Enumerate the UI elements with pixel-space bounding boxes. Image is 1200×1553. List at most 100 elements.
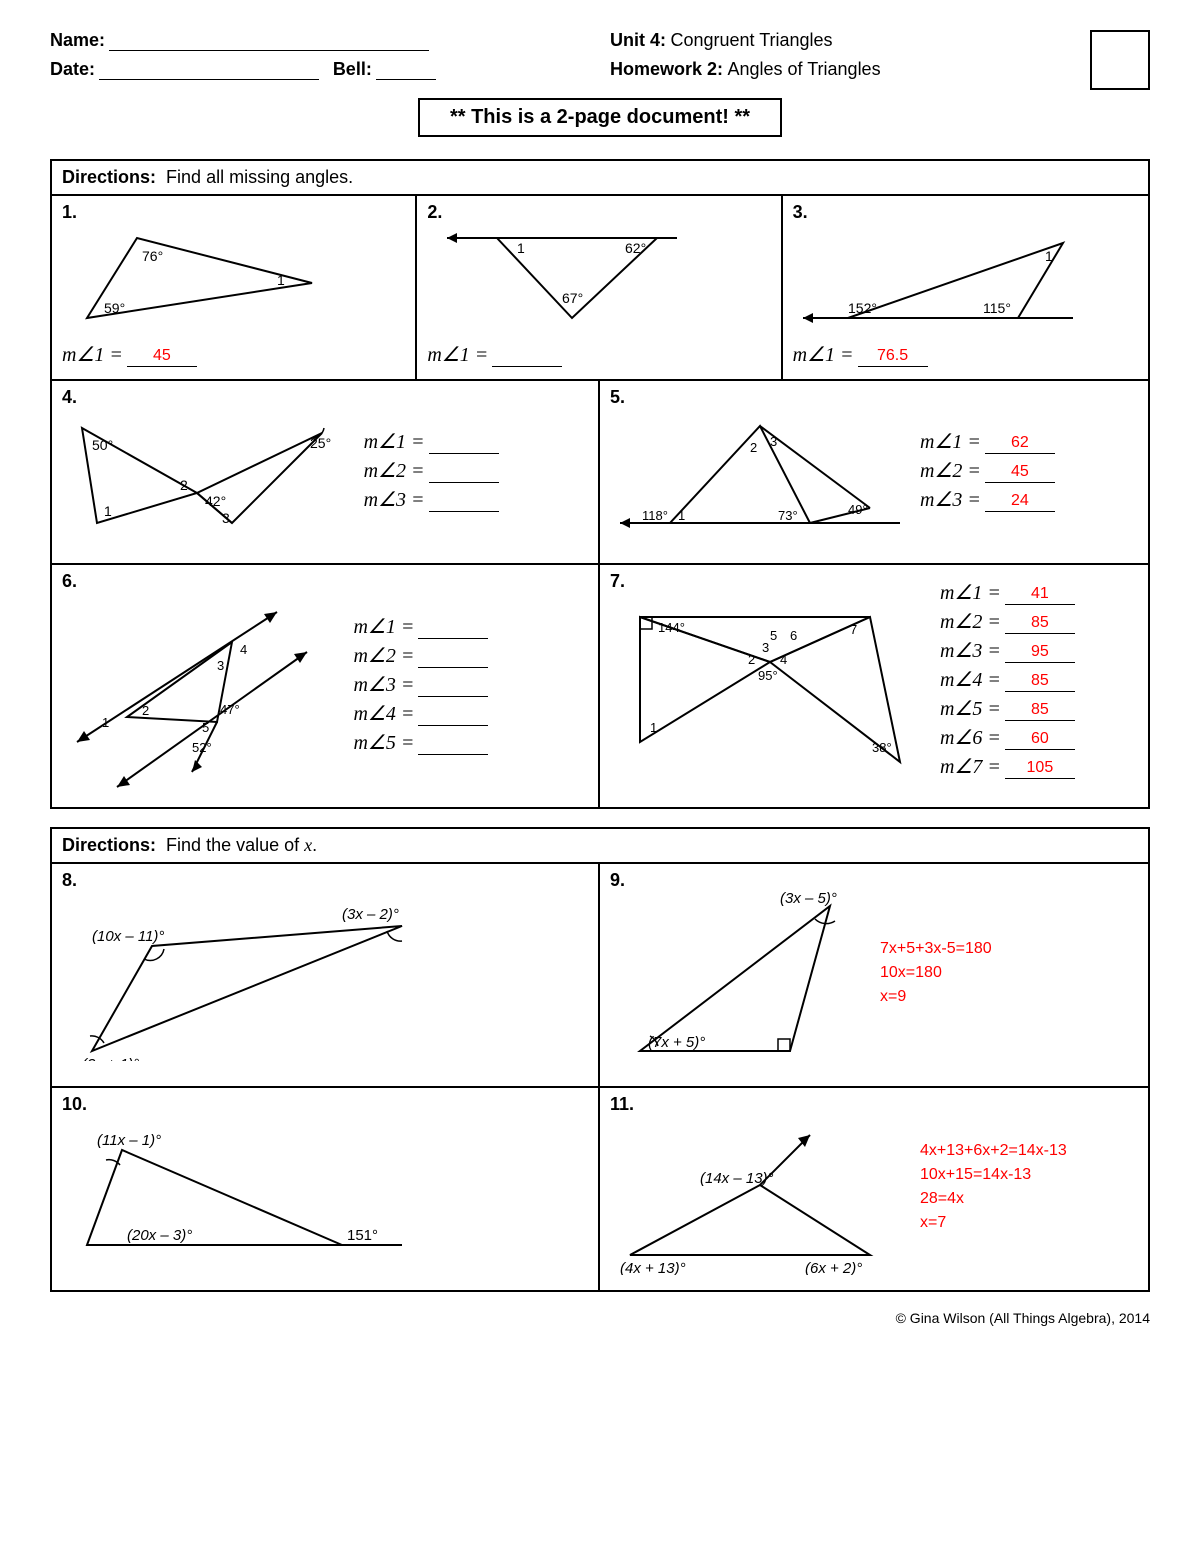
p9-work: 7x+5+3x-5=180 10x=180 x=9 [880, 870, 1138, 1076]
p7-a3l: m∠3 = [940, 638, 1001, 663]
svg-text:151°: 151° [347, 1227, 378, 1244]
hw-label: Homework 2: [610, 59, 723, 79]
svg-text:4: 4 [780, 652, 787, 667]
p8-num: 8. [62, 870, 588, 891]
svg-text:3: 3 [217, 658, 224, 673]
svg-text:(3x + 1)°: (3x + 1)° [82, 1056, 139, 1061]
svg-text:115°: 115° [983, 300, 1011, 316]
p5-a1l: m∠1 = [920, 429, 981, 454]
p9-work-2: x=9 [880, 985, 1138, 1009]
svg-text:3: 3 [770, 434, 777, 449]
name-blank[interactable] [109, 33, 429, 51]
p7-a6[interactable]: 60 [1005, 730, 1075, 750]
p9-work-0: 7x+5+3x-5=180 [880, 937, 1138, 961]
p6-a1[interactable] [418, 637, 488, 639]
svg-text:1: 1 [517, 240, 525, 256]
p5-a3[interactable]: 24 [985, 492, 1055, 512]
svg-text:2: 2 [750, 440, 757, 455]
p7-a1l: m∠1 = [940, 580, 1001, 605]
page-notice: ** This is a 2-page document! ** [418, 98, 782, 137]
problem-5: 5. 118° 1 73° 2 3 49° [600, 381, 1148, 565]
p4-diagram: 50° 25° 1 2 42° 3 [62, 408, 342, 548]
p11-work-2: 28=4x [920, 1187, 1138, 1211]
svg-text:1: 1 [277, 272, 285, 288]
p1-ans[interactable]: 45 [127, 347, 197, 367]
directions-2-text-pre: Find the value of [166, 835, 304, 855]
svg-text:1: 1 [1045, 248, 1053, 264]
p11-work-1: 10x+15=14x-13 [920, 1163, 1138, 1187]
p7-a1[interactable]: 41 [1005, 585, 1075, 605]
p4-a1l: m∠1 = [364, 429, 425, 454]
p4-a3l: m∠3 = [364, 487, 425, 512]
p7-a4l: m∠4 = [940, 667, 1001, 692]
p10-num: 10. [62, 1094, 588, 1115]
footer-copyright: © Gina Wilson (All Things Algebra), 2014 [50, 1310, 1150, 1326]
directions-2: Directions: Find the value of x. [52, 829, 1148, 864]
svg-text:62°: 62° [625, 240, 646, 256]
svg-text:73°: 73° [778, 508, 798, 523]
p7-diagram: 144° 1 2 3 4 5 6 7 95° 38° [610, 592, 930, 782]
p4-a2[interactable] [429, 481, 499, 483]
svg-text:144°: 144° [658, 620, 685, 635]
svg-text:3: 3 [222, 510, 230, 526]
svg-text:(7x + 5)°: (7x + 5)° [648, 1034, 705, 1051]
p11-diagram: (14x – 13)° (4x + 13)° (6x + 2)° [610, 1115, 910, 1275]
svg-text:(10x – 11)°: (10x – 11)° [92, 928, 164, 945]
p2-diagram: 1 62° 67° [427, 223, 687, 333]
svg-text:1: 1 [650, 720, 657, 735]
svg-text:(20x – 3)°: (20x – 3)° [127, 1227, 192, 1244]
svg-text:59°: 59° [104, 300, 125, 316]
problem-7: 7. 144° 1 2 3 4 5 6 7 95° [600, 565, 1148, 807]
p8-diagram: (10x – 11)° (3x – 2)° (3x + 1)° [62, 891, 462, 1061]
p6-a4l: m∠4 = [353, 701, 414, 726]
svg-text:(3x – 5)°: (3x – 5)° [780, 891, 837, 907]
svg-text:(11x – 1)°: (11x – 1)° [97, 1132, 161, 1149]
svg-text:2: 2 [180, 477, 188, 493]
problem-11: 11. (14x – 13)° (4x + 13)° (6x + 2)° 4x+… [600, 1088, 1148, 1290]
p7-a7l: m∠7 = [940, 754, 1001, 779]
date-blank[interactable] [99, 62, 319, 80]
p2-ans[interactable] [492, 365, 562, 367]
svg-text:67°: 67° [562, 290, 583, 306]
problem-8: 8. (10x – 11)° (3x – 2)° (3x + 1)° [52, 864, 600, 1088]
directions-2-var: x [304, 835, 312, 855]
svg-text:1: 1 [104, 503, 112, 519]
problem-3: 3. 1 152° 115° m∠1 = 76.5 [783, 196, 1148, 381]
p11-work-0: 4x+13+6x+2=14x-13 [920, 1139, 1138, 1163]
bell-blank[interactable] [376, 62, 436, 80]
p4-a1[interactable] [429, 452, 499, 454]
svg-text:(6x + 2)°: (6x + 2)° [805, 1260, 862, 1275]
p7-a4[interactable]: 85 [1005, 672, 1075, 692]
p7-a3[interactable]: 95 [1005, 643, 1075, 663]
svg-text:7: 7 [850, 622, 857, 637]
svg-text:(4x + 13)°: (4x + 13)° [620, 1260, 686, 1275]
svg-text:42°: 42° [205, 493, 226, 509]
svg-text:76°: 76° [142, 248, 163, 264]
p4-a3[interactable] [429, 510, 499, 512]
p6-num: 6. [62, 571, 343, 592]
p3-num: 3. [793, 202, 1138, 223]
p3-ans-label: m∠1 = [793, 342, 854, 367]
p11-work: 4x+13+6x+2=14x-13 10x+15=14x-13 28=4x x=… [920, 1094, 1138, 1280]
p5-a1[interactable]: 62 [985, 434, 1055, 454]
unit-text: Congruent Triangles [670, 30, 832, 50]
p6-a2[interactable] [418, 666, 488, 668]
p7-a7[interactable]: 105 [1005, 759, 1075, 779]
p11-num: 11. [610, 1094, 910, 1115]
p5-a2l: m∠2 = [920, 458, 981, 483]
svg-text:4: 4 [240, 642, 247, 657]
p9-num: 9. [610, 870, 870, 891]
p2-num: 2. [427, 202, 770, 223]
p6-a5[interactable] [418, 753, 488, 755]
svg-text:52°: 52° [192, 740, 212, 755]
p6-a4[interactable] [418, 724, 488, 726]
p5-num: 5. [610, 387, 910, 408]
p3-ans[interactable]: 76.5 [858, 347, 928, 367]
p5-a2[interactable]: 45 [985, 463, 1055, 483]
svg-text:49°: 49° [848, 502, 868, 517]
p7-a5[interactable]: 85 [1005, 701, 1075, 721]
p6-a3[interactable] [418, 695, 488, 697]
directions-2-label: Directions: [62, 835, 156, 855]
directions-1-label: Directions: [62, 167, 156, 187]
p7-a2[interactable]: 85 [1005, 614, 1075, 634]
